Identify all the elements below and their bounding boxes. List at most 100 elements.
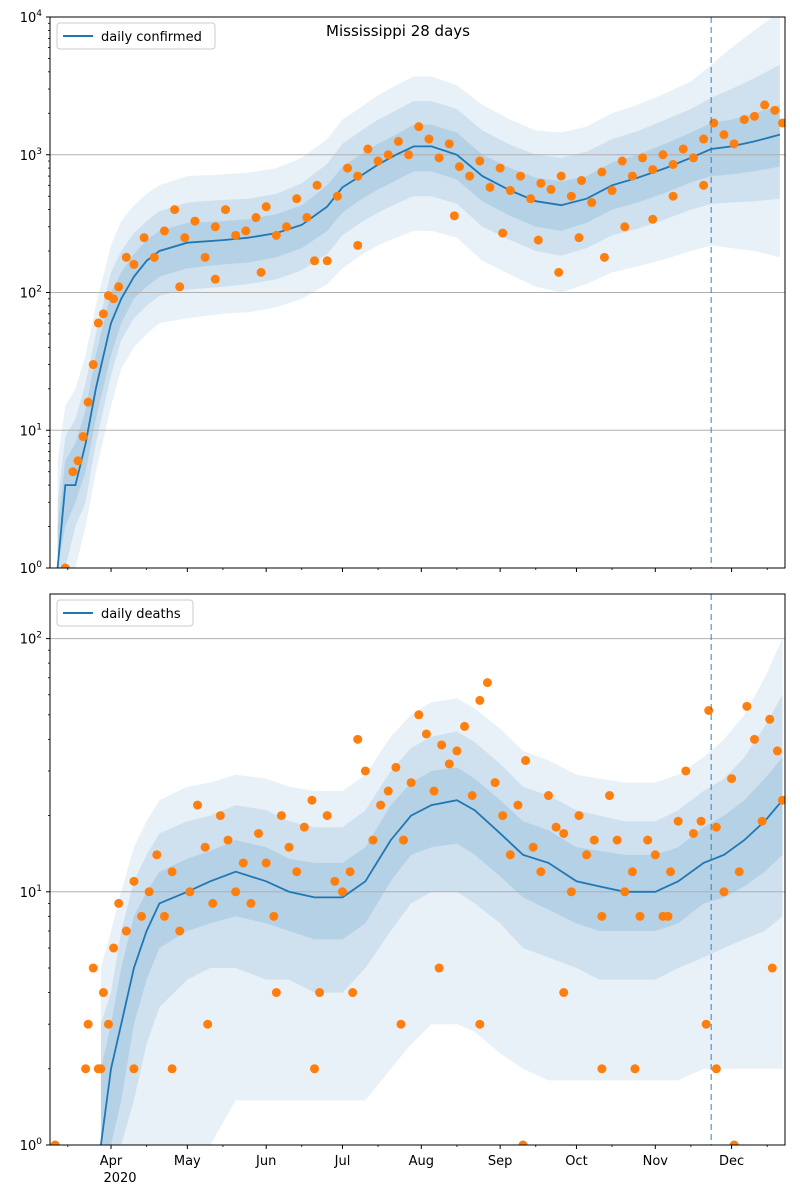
deaths-point (467, 791, 477, 801)
confirmed-plot-area (50, 17, 785, 568)
deaths-point (673, 816, 683, 826)
deaths-point (167, 867, 177, 877)
confirmed-point (353, 171, 363, 181)
confirmed-band-middle (57, 64, 780, 568)
confirmed-point (129, 259, 139, 269)
confirmed-point (220, 205, 230, 215)
year-label: 2020 (103, 1171, 136, 1186)
confirmed-point (83, 397, 93, 407)
deaths-point (175, 926, 185, 936)
deaths-point (129, 1064, 139, 1074)
confirmed-point (699, 134, 709, 144)
confirmed-point (309, 256, 319, 266)
deaths-point (88, 963, 98, 973)
deaths-legend-label: daily deaths (101, 607, 181, 622)
deaths-point (337, 887, 347, 897)
confirmed-point (180, 233, 190, 243)
deaths-point (276, 811, 286, 821)
deaths-point (315, 988, 325, 998)
confirmed-point (139, 233, 149, 243)
deaths-point (681, 766, 691, 776)
deaths-point (348, 988, 358, 998)
confirmed-band-inner (57, 104, 780, 568)
deaths-point (612, 835, 622, 845)
deaths-point (711, 1064, 721, 1074)
confirmed-point (617, 156, 627, 166)
confirmed-point (363, 144, 373, 154)
confirmed-point (383, 150, 393, 160)
confirmed-point (577, 176, 587, 186)
deaths-point (391, 762, 401, 772)
deaths-point (203, 1019, 213, 1029)
deaths-point (696, 816, 706, 826)
deaths-point (620, 887, 630, 897)
confirmed-point (241, 226, 251, 236)
confirmed-point (516, 171, 526, 181)
deaths-point (284, 842, 294, 852)
deaths-point (360, 766, 370, 776)
confirmed-point (414, 122, 424, 132)
confirmed-point (190, 216, 200, 226)
confirmed-point (332, 191, 342, 201)
confirmed-point (678, 144, 688, 154)
confirmed-point (739, 115, 749, 125)
deaths-point (719, 887, 729, 897)
deaths-point (505, 850, 515, 860)
confirmed-point (302, 213, 312, 223)
deaths-point (309, 1064, 319, 1074)
confirmed-point (231, 230, 241, 240)
deaths-point (322, 811, 332, 821)
deaths-xtick-label: Dec (719, 1154, 744, 1169)
deaths-point (663, 911, 673, 921)
deaths-xtick-label: Apr (100, 1154, 123, 1169)
deaths-point (254, 828, 264, 838)
confirmed-point (424, 134, 434, 144)
deaths-point (396, 1019, 406, 1029)
deaths-point (475, 695, 485, 705)
confirmed-point (465, 171, 475, 181)
confirmed-point (777, 118, 785, 128)
deaths-point (109, 943, 119, 953)
deaths-point (582, 850, 592, 860)
confirmed-legend: daily confirmed (56, 22, 216, 50)
confirmed-point (78, 432, 88, 442)
deaths-xtick-label: Jun (255, 1154, 276, 1169)
confirmed-point (587, 198, 597, 208)
deaths-point (292, 867, 302, 877)
deaths-line (100, 799, 784, 1145)
deaths-xtick-label: May (174, 1154, 201, 1169)
confirmed-point (668, 159, 678, 169)
deaths-point (83, 1019, 93, 1029)
deaths-point (749, 734, 759, 744)
deaths-point (597, 1064, 607, 1074)
deaths-band-inner (100, 757, 783, 1145)
confirmed-point (175, 282, 185, 292)
confirmed-point (475, 156, 485, 166)
confirmed-point (93, 318, 103, 328)
confirmed-point (485, 182, 495, 192)
confirmed-point (73, 456, 83, 466)
deaths-point (482, 678, 492, 688)
deaths-point (421, 729, 431, 739)
confirmed-point (498, 228, 508, 238)
deaths-point (193, 800, 203, 810)
confirmed-ytick-label: 102 (20, 285, 42, 302)
confirmed-ytick-label: 101 (20, 422, 42, 439)
confirmed-point (68, 467, 78, 477)
deaths-point (167, 1064, 177, 1074)
deaths-point (490, 778, 500, 788)
deaths-point (757, 816, 767, 826)
deaths-point (559, 828, 569, 838)
confirmed-point (566, 191, 576, 201)
deaths-point (711, 822, 721, 832)
deaths-point (643, 835, 653, 845)
confirmed-point (648, 214, 658, 224)
deaths-point (543, 791, 553, 801)
confirmed-point (574, 233, 584, 243)
deaths-ytick-label: 100 (20, 1137, 43, 1154)
deaths-point (121, 926, 131, 936)
deaths-point (144, 887, 154, 897)
confirmed-point (210, 222, 220, 232)
confirmed-point (210, 274, 220, 284)
deaths-point (215, 811, 225, 821)
